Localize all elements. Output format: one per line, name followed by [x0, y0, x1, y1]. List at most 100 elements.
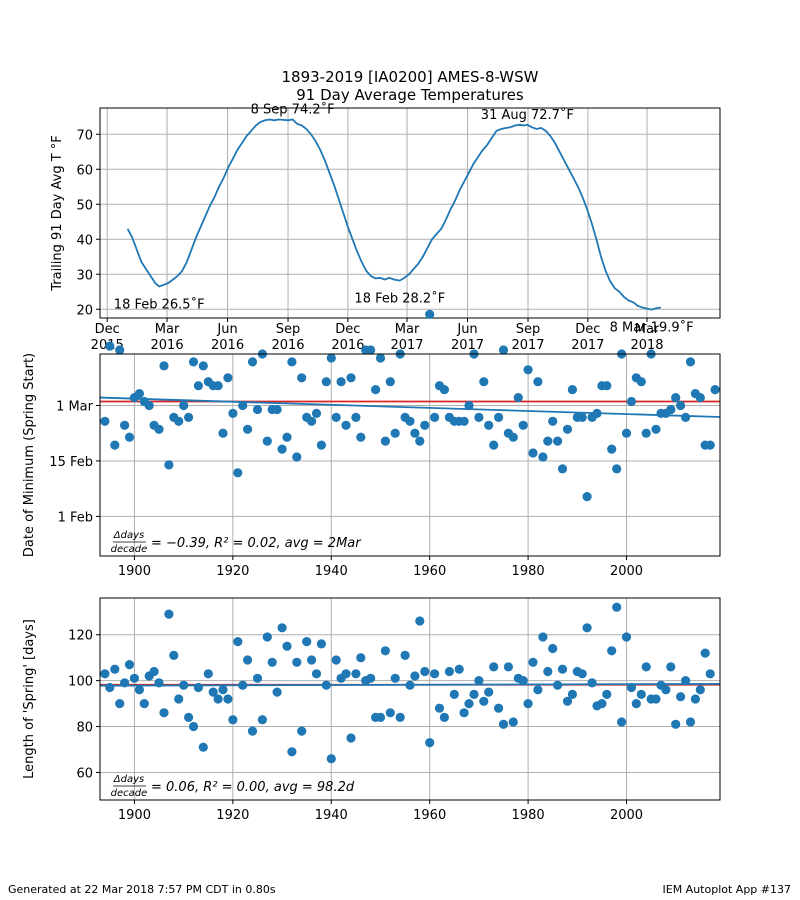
data-point [336, 377, 346, 387]
data-point [567, 385, 578, 395]
data-point [371, 385, 381, 395]
data-point [169, 650, 179, 661]
data-point [331, 655, 341, 665]
x-tick-label: Dec [575, 322, 600, 337]
data-point [331, 412, 341, 422]
data-point [326, 353, 336, 363]
data-point [621, 428, 632, 438]
data-point [282, 432, 292, 442]
data-point [380, 646, 390, 656]
data-point [188, 721, 199, 732]
data-point [626, 396, 637, 407]
data-point [513, 393, 523, 403]
data-point [390, 673, 400, 683]
x-tick-label: 1940 [315, 564, 348, 579]
x-tick-label-year: 2016 [151, 338, 184, 353]
data-point [243, 655, 253, 665]
x-tick-label-year: 2017 [451, 338, 484, 353]
data-point [533, 685, 543, 695]
y-tick-label: 15 Feb [49, 455, 93, 470]
data-point [193, 682, 203, 693]
data-point [607, 646, 617, 656]
data-point [105, 682, 115, 693]
axes-frame [99, 597, 721, 801]
data-point [272, 404, 282, 415]
data-point [695, 685, 705, 695]
data-point [705, 440, 715, 450]
data-point [228, 408, 238, 418]
data-point [543, 666, 553, 677]
data-point [415, 436, 425, 446]
x-tick-label: Sep [516, 322, 541, 337]
data-point [592, 408, 602, 418]
data-point [641, 662, 651, 672]
data-point [164, 609, 174, 619]
data-point [184, 412, 194, 422]
y-tick-label: 70 [76, 128, 93, 143]
x-tick-label-year: 2016 [211, 338, 244, 353]
data-point [252, 673, 263, 683]
plot-area [100, 108, 720, 318]
data-point [223, 694, 233, 704]
x-tick-label: 1900 [118, 564, 151, 579]
data-point [666, 662, 676, 672]
data-point [346, 733, 356, 743]
data-point [439, 385, 449, 395]
data-point [134, 685, 144, 695]
data-point [120, 420, 130, 430]
y-tick-label: 60 [76, 766, 93, 781]
chart-title-line1: 1893-2019 [IA0200] AMES-8-WSW [281, 68, 538, 86]
plot-area [100, 354, 720, 556]
data-point [380, 436, 390, 446]
data-point [277, 444, 287, 454]
data-point [469, 689, 479, 700]
data-point [262, 632, 272, 642]
footer-app-label: IEM Autoplot App #137 [662, 883, 792, 896]
data-point [233, 637, 243, 647]
footer-generated-text: Generated at 22 Mar 2018 7:57 PM CDT in … [8, 883, 276, 896]
data-point [174, 416, 184, 426]
data-point [341, 420, 351, 430]
data-point [518, 420, 528, 430]
data-point [612, 602, 622, 612]
data-point [400, 650, 410, 661]
data-point [617, 717, 627, 727]
grid [100, 354, 720, 556]
data-point [164, 460, 174, 470]
data-point [124, 660, 135, 670]
annotation-label: 8 Sep 74.2˚F [251, 102, 335, 118]
data-point [557, 464, 568, 474]
x-tick-label: Jun [456, 322, 477, 337]
data-point [641, 428, 651, 438]
data-point [405, 416, 415, 426]
y-axis-label: Trailing 91 Day Avg T °F [50, 135, 65, 292]
data-point [498, 345, 509, 355]
data-point [710, 385, 720, 395]
data-point [494, 412, 504, 422]
data-point [661, 685, 671, 695]
data-point [321, 377, 331, 387]
data-point [252, 404, 263, 415]
data-point [607, 444, 617, 454]
data-point [489, 662, 499, 672]
data-point [582, 623, 592, 633]
data-point [238, 680, 248, 690]
plot-background [100, 354, 720, 556]
data-point [695, 393, 705, 403]
data-point [247, 726, 258, 736]
x-tick-label: 1960 [413, 564, 446, 579]
x-tick-label: 1900 [118, 808, 151, 823]
x-tick-label: 1940 [315, 808, 348, 823]
y-tick-label: 100 [68, 675, 93, 690]
y-axis-label: Length of 'Spring' [days] [22, 619, 37, 779]
stat-denominator: decade [111, 788, 148, 799]
annotation-label: 31 Aug 72.7˚F [481, 107, 574, 123]
data-point [523, 365, 533, 375]
data-point [671, 393, 681, 403]
plot-background [100, 108, 720, 318]
data-point [267, 657, 277, 667]
data-point [538, 452, 548, 462]
data-point [115, 699, 125, 709]
data-point [282, 641, 292, 651]
data-point [223, 373, 233, 383]
